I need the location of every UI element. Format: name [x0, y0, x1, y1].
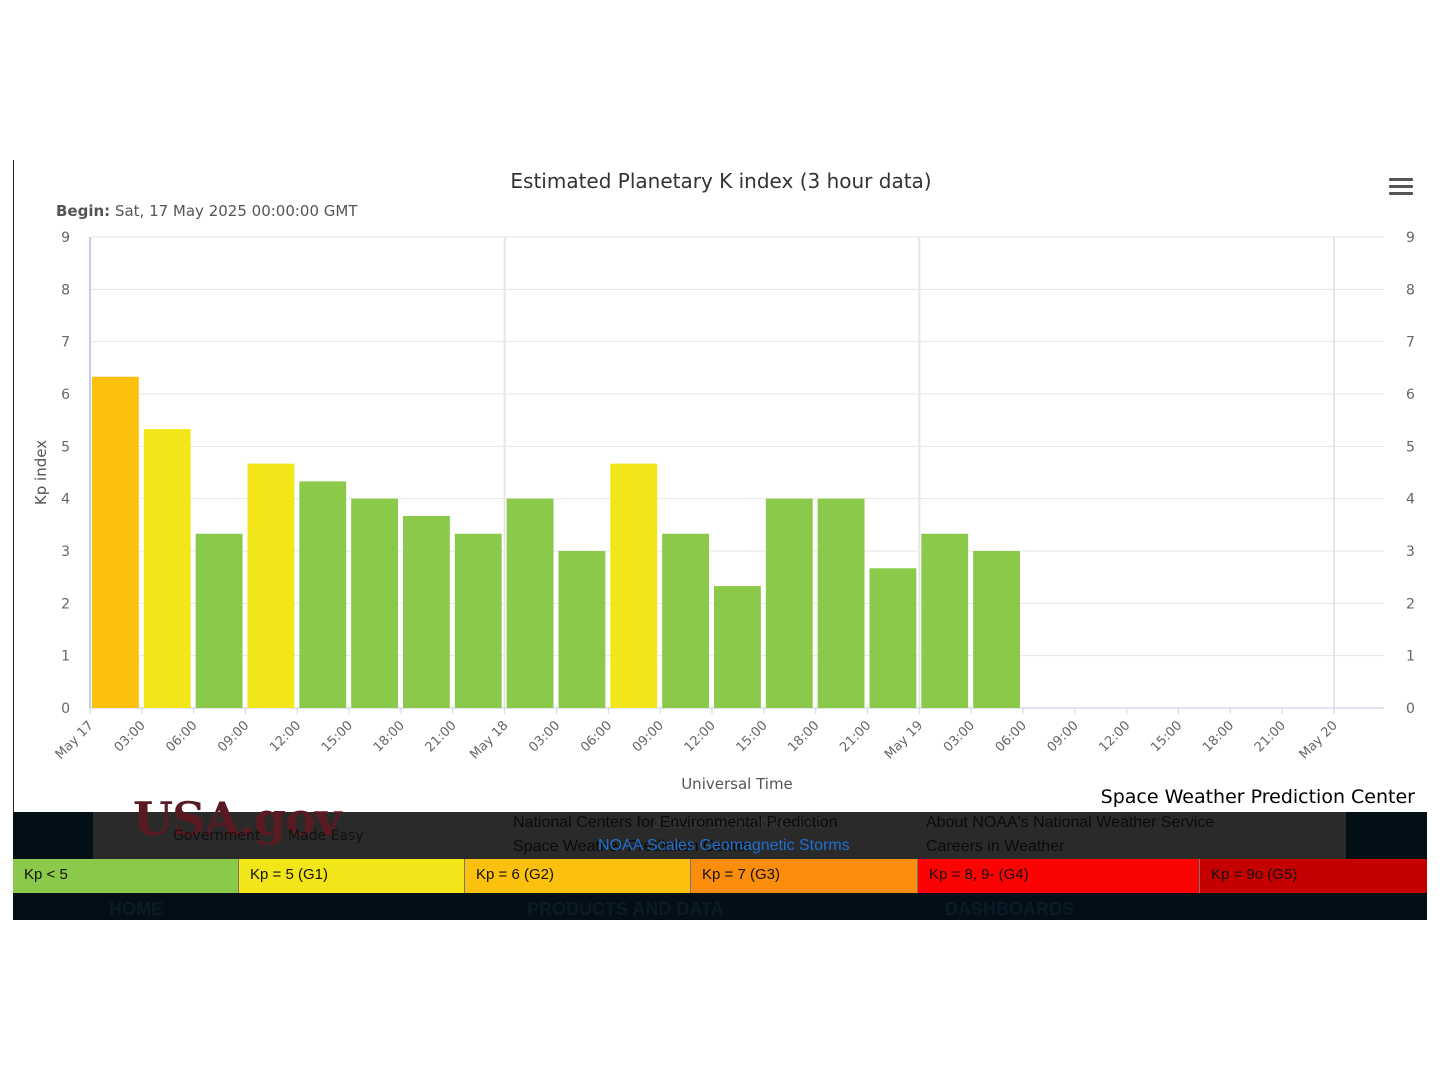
kp-bar	[92, 376, 139, 708]
y-axis-title: Kp index	[32, 440, 50, 505]
y-tick-label-left: 8	[61, 282, 70, 298]
legend-g5: Kp = 9o (G5)	[1200, 859, 1427, 893]
nav-products[interactable]: PRODUCTS AND DATA	[527, 899, 724, 919]
hamburger-menu-icon[interactable]	[1389, 178, 1413, 198]
y-tick-label-right: 9	[1406, 230, 1415, 246]
y-tick-label-right: 0	[1406, 701, 1415, 717]
y-tick-label-right: 3	[1406, 544, 1415, 560]
x-tick-label: 03:00	[526, 718, 563, 755]
kp-bar	[558, 551, 606, 708]
x-tick-label: May 19	[882, 718, 926, 762]
legend-g2: Kp = 6 (G2)	[465, 859, 691, 893]
kp-bar	[817, 498, 865, 708]
y-tick-label-right: 6	[1406, 387, 1415, 403]
site-footer: USA.gov Government Made Easy 2025-05-19T…	[13, 792, 1427, 920]
y-tick-label-right: 4	[1406, 492, 1415, 508]
footer-links-panel: USA.gov Government Made Easy 2025-05-19T…	[93, 792, 1346, 859]
nav-dashboards[interactable]: DASHBOARDS	[945, 899, 1075, 919]
kp-bar	[610, 463, 658, 708]
kp-bar	[869, 568, 917, 708]
y-tick-label-right: 5	[1406, 439, 1415, 455]
x-axis-title: Universal Time	[681, 775, 793, 793]
kp-bar	[299, 481, 347, 708]
usa-gov-sub1: Government	[173, 828, 261, 844]
chart-subtitle: Begin: Sat, 17 May 2025 00:00:00 GMT	[56, 202, 358, 220]
x-tick-label: 18:00	[785, 718, 822, 755]
kp-bar	[765, 498, 813, 708]
kp-chart-container: Estimated Planetary K index (3 hour data…	[13, 160, 1428, 812]
kp-bar	[143, 429, 191, 708]
overlap-timestamp: 2025-05-19T06:00:00.000Z	[653, 815, 824, 831]
x-tick-label: May 17	[53, 718, 97, 762]
y-tick-label-left: 6	[61, 387, 70, 403]
legend-g1: Kp = 5 (G1)	[239, 859, 465, 893]
x-tick-label: 18:00	[1200, 718, 1237, 755]
x-tick-label: 15:00	[1148, 718, 1185, 755]
x-tick-label: 09:00	[630, 718, 667, 755]
x-tick-label: 15:00	[734, 718, 771, 755]
x-tick-label: 06:00	[993, 718, 1030, 755]
swpc-link[interactable]: Space Weather Prediction Center	[513, 838, 752, 855]
y-tick-label-left: 5	[61, 439, 70, 455]
x-tick-label: 21:00	[837, 718, 874, 755]
y-tick-label-right: 2	[1406, 596, 1415, 612]
nav-home[interactable]: HOME	[109, 899, 163, 919]
y-tick-label-left: 4	[61, 492, 70, 508]
usa-gov-sub2: Made Easy	[288, 828, 364, 844]
x-tick-label: 06:00	[578, 718, 615, 755]
kp-bar	[247, 463, 295, 708]
x-tick-label: 18:00	[371, 718, 408, 755]
x-tick-label: 09:00	[1045, 718, 1082, 755]
x-tick-label: 12:00	[267, 718, 304, 755]
legend-g3: Kp = 7 (G3)	[691, 859, 918, 893]
chart-title: Estimated Planetary K index (3 hour data…	[510, 169, 931, 193]
x-tick-label: 12:00	[1096, 718, 1133, 755]
kp-bar	[195, 533, 243, 708]
careers-link[interactable]: Careers in Weather	[926, 838, 1065, 855]
noaa-scales-link[interactable]: NOAA Scales Geomagnetic Storms	[598, 837, 850, 854]
kp-bar	[403, 515, 450, 708]
y-tick-label-left: 3	[61, 544, 70, 560]
x-tick-label: May 18	[467, 718, 511, 762]
kp-bar	[973, 551, 1020, 708]
x-tick-label: 03:00	[941, 718, 978, 755]
y-tick-label-right: 8	[1406, 282, 1415, 298]
about-nws-link[interactable]: About NOAA's National Weather Service	[926, 814, 1215, 831]
kp-bar	[921, 533, 969, 708]
chart-credit: Space Weather Prediction Center	[1100, 786, 1415, 808]
kp-bar	[714, 586, 761, 708]
x-tick-label: 03:00	[112, 718, 149, 755]
x-tick-label: 09:00	[215, 718, 252, 755]
y-tick-label-right: 1	[1406, 649, 1415, 665]
kp-chart: Estimated Planetary K index (3 hour data…	[32, 169, 1415, 793]
kp-bar	[506, 498, 554, 708]
x-tick-label: 12:00	[682, 718, 719, 755]
legend-kp-lt5: Kp < 5	[13, 859, 239, 893]
y-tick-label-left: 1	[61, 649, 70, 665]
kp-bar	[454, 533, 502, 708]
y-tick-label-left: 7	[61, 335, 70, 351]
kp-scale-legend: Kp < 5 Kp = 5 (G1) Kp = 6 (G2) Kp = 7 (G…	[13, 859, 1427, 893]
x-tick-label: 15:00	[319, 718, 356, 755]
kp-bar	[351, 498, 398, 708]
x-tick-label: 06:00	[163, 718, 200, 755]
x-tick-label: 21:00	[423, 718, 460, 755]
y-tick-label-right: 7	[1406, 335, 1415, 351]
ncep-link[interactable]: National Centers for Environmental Predi…	[513, 814, 838, 831]
y-tick-label-left: 0	[61, 701, 70, 717]
y-tick-label-left: 9	[61, 230, 70, 246]
legend-g4: Kp = 8, 9- (G4)	[918, 859, 1200, 893]
x-tick-label: May 20	[1297, 718, 1341, 762]
y-tick-label-left: 2	[61, 596, 70, 612]
x-tick-label: 21:00	[1252, 718, 1289, 755]
usa-gov-logo[interactable]: USA.gov	[133, 792, 342, 846]
kp-bar	[662, 533, 709, 708]
